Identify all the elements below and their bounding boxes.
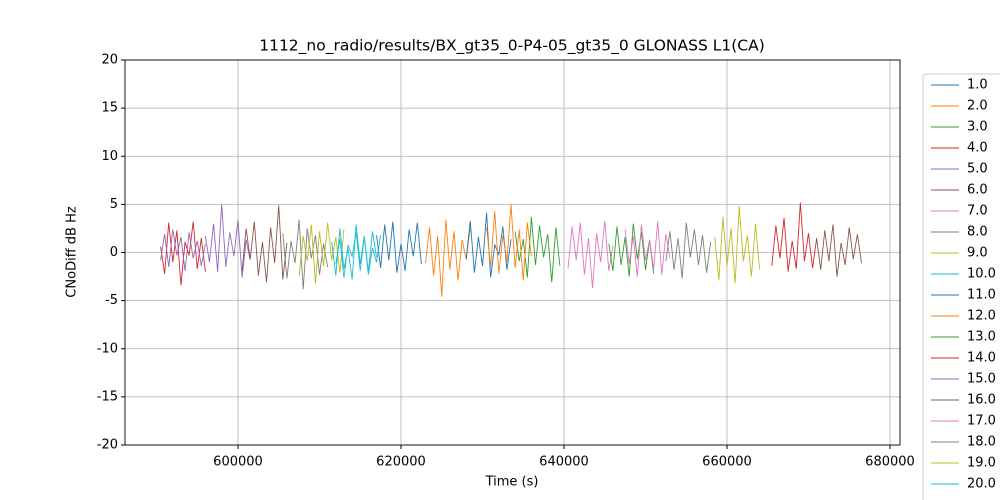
x-tick-label: 680000: [865, 455, 915, 470]
legend-label: 16.0: [967, 393, 996, 408]
y-tick-label: -20: [97, 438, 118, 453]
y-tick-label: -15: [97, 389, 118, 404]
legend-label: 14.0: [967, 351, 996, 366]
series-line: [514, 216, 561, 283]
y-tick-label: 15: [101, 101, 118, 116]
x-tick-label: 600000: [213, 455, 263, 470]
legend-label: 13.0: [967, 330, 996, 345]
legend-label: 1.0: [967, 78, 988, 93]
legend-label: 12.0: [967, 309, 996, 324]
series-line: [160, 221, 206, 286]
series-line: [160, 229, 206, 271]
y-tick-label: -10: [97, 341, 118, 356]
x-tick-label: 620000: [376, 455, 426, 470]
legend-label: 8.0: [967, 225, 988, 240]
y-tick-label: 20: [101, 53, 118, 68]
series-line: [282, 219, 329, 290]
series-line: [624, 221, 671, 277]
legend-label: 10.0: [967, 267, 996, 282]
legend-box: [922, 73, 1000, 500]
legend-label: 5.0: [967, 162, 988, 177]
legend-label: 18.0: [967, 435, 996, 450]
legend-label: 7.0: [967, 204, 988, 219]
chart-title: 1112_no_radio/results/BX_gt35_0-P4-05_gt…: [259, 37, 765, 56]
series-line: [335, 232, 382, 278]
legend-label: 9.0: [967, 246, 988, 261]
series-line: [567, 220, 614, 289]
legend-label: 19.0: [967, 456, 996, 471]
y-axis-label: CNoDiff dB Hz: [65, 206, 80, 298]
series-line: [771, 202, 818, 272]
legend-label: 2.0: [967, 99, 988, 114]
legend-label: 3.0: [967, 120, 988, 135]
series-line: [425, 219, 471, 297]
x-tick-label: 660000: [702, 455, 752, 470]
series-line: [665, 222, 712, 279]
legend-label: 20.0: [967, 477, 996, 492]
legend-label: 15.0: [967, 372, 996, 387]
y-tick-label: -5: [105, 293, 118, 308]
series-line: [241, 205, 288, 283]
series-line: [486, 204, 532, 281]
legend-label: 17.0: [967, 414, 996, 429]
series-line: [298, 222, 345, 284]
y-tick-label: 10: [101, 149, 118, 164]
plot-frame: [124, 59, 901, 446]
series-line: [204, 204, 251, 278]
y-tick-label: 5: [110, 197, 118, 212]
legend-label: 4.0: [967, 141, 988, 156]
x-axis-label: Time (s): [485, 475, 539, 490]
y-tick-label: 0: [110, 245, 118, 260]
legend-label: 6.0: [967, 183, 988, 198]
series-line: [714, 206, 761, 284]
series-line: [331, 224, 377, 280]
series-line: [376, 221, 422, 273]
series-line: [816, 224, 862, 277]
legend-label: 11.0: [967, 288, 996, 303]
x-tick-label: 640000: [539, 455, 589, 470]
